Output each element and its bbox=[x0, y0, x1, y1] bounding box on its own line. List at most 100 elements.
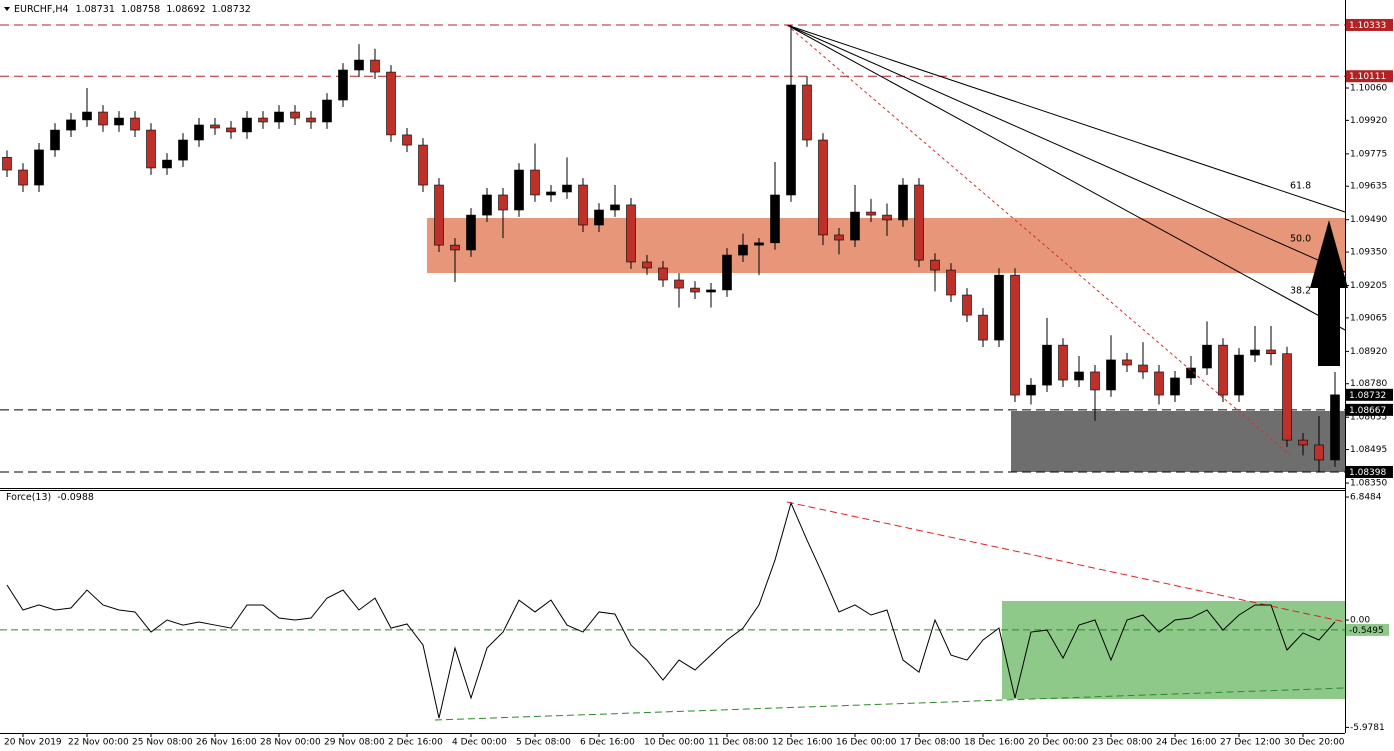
candle-body bbox=[258, 117, 268, 123]
force-level-box bbox=[1346, 623, 1389, 636]
x-tick-label: 30 Dec 20:00 bbox=[1284, 738, 1345, 748]
candle-body bbox=[706, 289, 716, 293]
candle-body bbox=[626, 204, 636, 263]
x-tick-label: 4 Dec 00:00 bbox=[452, 738, 507, 748]
candle-body bbox=[1074, 371, 1084, 381]
candle-body bbox=[226, 127, 236, 133]
y-tick-label: 1.08920 bbox=[1350, 347, 1387, 357]
fib-fan-line bbox=[786, 24, 1346, 331]
candle-body bbox=[1026, 384, 1036, 396]
y-tick-label: 1.09920 bbox=[1350, 116, 1387, 126]
indicator-title: Force(13) -0.0988 bbox=[6, 492, 94, 503]
candle-body bbox=[1298, 439, 1308, 446]
candle-body bbox=[802, 84, 812, 141]
y-tick-label: 1.08495 bbox=[1350, 445, 1387, 455]
candle-body bbox=[1122, 359, 1132, 366]
price-box-label: 1.08398 bbox=[1349, 468, 1386, 478]
price-box-label: 1.10111 bbox=[1349, 72, 1386, 82]
x-tick-label: 6 Dec 16:00 bbox=[580, 738, 635, 748]
y-tick-label: 1.09205 bbox=[1350, 281, 1387, 291]
candle-body bbox=[1250, 349, 1260, 356]
force-level-label: -0.5495 bbox=[1349, 626, 1384, 636]
fib-label: 61.8 bbox=[1290, 181, 1311, 192]
candle-body bbox=[1170, 377, 1180, 396]
candle-body bbox=[770, 194, 780, 244]
x-tick-label: 23 Dec 08:00 bbox=[1092, 738, 1153, 748]
x-tick-label: 2 Dec 16:00 bbox=[388, 738, 443, 748]
candle-body bbox=[882, 214, 892, 221]
x-tick-label: 12 Dec 16:00 bbox=[772, 738, 833, 748]
candle-body bbox=[1058, 344, 1068, 381]
header: EURCHF,H4 1.08731 1.08758 1.08692 1.0873… bbox=[14, 4, 251, 15]
candle-body bbox=[818, 139, 828, 236]
candle-body bbox=[722, 254, 732, 291]
candle-body bbox=[370, 59, 380, 73]
force-trend-line bbox=[786, 501, 1346, 623]
force-zone bbox=[1002, 601, 1345, 699]
candle-body bbox=[338, 69, 348, 101]
arrow-body bbox=[1318, 288, 1340, 366]
support-zone bbox=[1011, 411, 1345, 472]
y-tick-label: 1.09635 bbox=[1350, 182, 1387, 192]
y-tick-label: 1.09350 bbox=[1350, 248, 1387, 258]
candle-body bbox=[2, 157, 12, 171]
force-trend-line bbox=[434, 687, 1346, 721]
candle-body bbox=[786, 84, 796, 196]
candle-body bbox=[914, 184, 924, 261]
x-tick-label: 29 Nov 08:00 bbox=[324, 738, 385, 748]
candle-body bbox=[386, 71, 396, 136]
candle-body bbox=[1218, 344, 1228, 396]
fib-label: 50.0 bbox=[1290, 234, 1311, 245]
candle-body bbox=[418, 144, 428, 186]
y-tick-label: 1.09775 bbox=[1350, 149, 1387, 159]
candle-body bbox=[594, 209, 604, 226]
candle-body bbox=[466, 214, 476, 251]
candle-body bbox=[274, 111, 284, 123]
x-tick-label: 27 Dec 12:00 bbox=[1220, 738, 1281, 748]
candle-body bbox=[146, 129, 156, 169]
candle-body bbox=[834, 234, 844, 241]
candle-body bbox=[738, 244, 748, 256]
price-box-label: 1.08667 bbox=[1349, 406, 1386, 416]
candle-body bbox=[1282, 353, 1292, 441]
candle-body bbox=[1010, 274, 1020, 396]
candle-body bbox=[34, 149, 44, 186]
ohlc: 1.08731 bbox=[76, 4, 115, 15]
x-tick-label: 18 Dec 16:00 bbox=[964, 738, 1025, 748]
price-box bbox=[1346, 403, 1393, 416]
x-tick-label: 22 Nov 00:00 bbox=[68, 738, 129, 748]
candle-body bbox=[242, 117, 252, 133]
x-tick-label: 10 Dec 00:00 bbox=[644, 738, 705, 748]
candle-body bbox=[962, 294, 972, 316]
last-price-label: 1.08732 bbox=[1349, 391, 1386, 401]
symbol: EURCHF,H4 bbox=[14, 4, 69, 15]
candle-body bbox=[66, 119, 76, 131]
candle-body bbox=[114, 117, 124, 126]
menu-triangle[interactable] bbox=[4, 7, 10, 11]
x-tick-label: 25 Nov 08:00 bbox=[132, 738, 193, 748]
candle-body bbox=[178, 139, 188, 161]
candle-body bbox=[754, 242, 764, 246]
candle-body bbox=[898, 184, 908, 221]
arrow-head bbox=[1310, 220, 1348, 288]
y-tick-label: 1.09065 bbox=[1350, 313, 1387, 323]
candle-body bbox=[1106, 359, 1116, 391]
y-tick-label: 1.09490 bbox=[1350, 215, 1387, 225]
candle-body bbox=[866, 211, 876, 216]
force-line bbox=[6, 501, 1336, 719]
candle-body bbox=[498, 194, 508, 211]
candle-body bbox=[690, 287, 700, 293]
fib-fan-line bbox=[786, 24, 1346, 273]
candle-body bbox=[290, 111, 300, 119]
candle-body bbox=[530, 169, 540, 196]
y-tick-label: 1.08350 bbox=[1350, 479, 1387, 489]
candle-body bbox=[82, 111, 92, 121]
candle-body bbox=[210, 124, 220, 129]
candle-body bbox=[546, 191, 556, 196]
ohlc: 1.08758 bbox=[121, 4, 160, 15]
candle-body bbox=[130, 117, 140, 131]
candle-body bbox=[306, 117, 316, 123]
candle-body bbox=[562, 184, 572, 193]
candle-body bbox=[162, 159, 172, 169]
